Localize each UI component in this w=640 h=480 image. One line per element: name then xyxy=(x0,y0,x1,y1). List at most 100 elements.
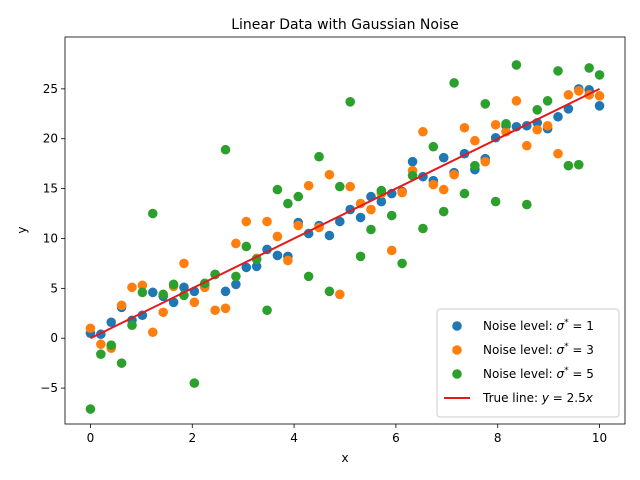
data-point xyxy=(231,271,241,282)
data-point xyxy=(355,251,366,262)
data-point xyxy=(293,191,304,202)
data-point xyxy=(116,358,127,368)
data-point xyxy=(241,262,252,273)
data-point xyxy=(563,90,574,100)
data-point xyxy=(418,223,428,234)
data-point xyxy=(324,169,335,180)
data-point xyxy=(168,297,179,308)
data-point xyxy=(303,271,314,282)
data-point xyxy=(179,258,189,269)
data-point xyxy=(542,120,553,131)
data-point xyxy=(386,245,397,256)
data-point xyxy=(490,119,501,130)
data-point xyxy=(158,307,168,318)
data-point xyxy=(96,339,106,350)
data-point xyxy=(85,404,96,414)
data-point xyxy=(522,199,532,210)
data-point xyxy=(127,282,137,293)
legend-marker xyxy=(452,321,462,331)
data-point xyxy=(241,216,252,227)
data-point xyxy=(459,122,470,133)
data-point xyxy=(376,185,387,196)
data-point xyxy=(584,63,594,73)
data-point xyxy=(345,181,355,192)
data-point xyxy=(272,250,283,261)
data-point xyxy=(324,286,335,297)
data-point xyxy=(386,210,397,221)
data-point xyxy=(407,156,418,167)
y-tick-label: 15 xyxy=(43,182,58,196)
data-point xyxy=(594,91,605,101)
data-point xyxy=(116,300,127,311)
y-axis-label: y xyxy=(15,226,29,233)
data-point xyxy=(147,208,158,219)
data-point xyxy=(511,96,522,106)
data-point xyxy=(449,169,459,180)
data-point xyxy=(376,196,387,207)
y-tick-label: 10 xyxy=(43,231,58,245)
data-point xyxy=(189,378,200,388)
data-point xyxy=(573,86,584,96)
data-point xyxy=(85,323,96,334)
legend: Noise level: σ* = 1 Noise level: σ* = 3 No… xyxy=(436,308,620,418)
data-point xyxy=(220,286,231,297)
data-point xyxy=(262,216,272,227)
data-point xyxy=(262,305,272,316)
data-point xyxy=(511,60,522,70)
data-point xyxy=(106,317,117,328)
data-point xyxy=(303,180,314,191)
data-point xyxy=(459,188,470,199)
data-point xyxy=(293,220,304,231)
y-tick-label: −5 xyxy=(40,381,58,395)
x-tick-label: 4 xyxy=(290,431,298,445)
data-point xyxy=(438,184,449,195)
data-point xyxy=(335,289,345,300)
data-point xyxy=(428,179,439,190)
data-point xyxy=(345,97,355,107)
data-point xyxy=(158,289,168,300)
data-point xyxy=(96,349,106,359)
data-point xyxy=(366,224,376,235)
chart-title: Linear Data with Gaussian Noise xyxy=(231,17,459,33)
x-tick-label: 2 xyxy=(188,431,196,445)
data-point xyxy=(137,280,148,291)
data-point xyxy=(324,230,335,241)
data-point xyxy=(272,184,283,195)
data-point xyxy=(532,124,543,135)
plot-area xyxy=(85,60,605,414)
y-tick-label: 5 xyxy=(50,281,58,295)
data-point xyxy=(573,159,584,170)
data-point xyxy=(594,101,605,111)
data-point xyxy=(355,198,366,209)
data-point xyxy=(438,152,449,163)
data-point xyxy=(137,287,148,298)
data-point xyxy=(251,261,262,272)
legend-label: Noise level: σ* = 3 xyxy=(483,342,594,357)
data-point xyxy=(314,151,324,162)
series-3 xyxy=(85,60,605,414)
data-point xyxy=(179,282,189,293)
data-point xyxy=(594,70,605,80)
data-point xyxy=(480,156,491,167)
data-point xyxy=(438,206,449,217)
data-point xyxy=(127,320,137,331)
legend-marker xyxy=(452,369,462,379)
data-point xyxy=(501,118,511,129)
data-point xyxy=(449,78,459,88)
data-point xyxy=(231,279,241,290)
data-point xyxy=(220,144,231,155)
data-point xyxy=(553,111,563,122)
data-point xyxy=(397,258,407,269)
data-point xyxy=(480,99,491,109)
data-point xyxy=(553,66,563,76)
data-point xyxy=(522,140,532,151)
x-axis-label: x xyxy=(341,451,348,465)
y-tick-label: 0 xyxy=(50,331,58,345)
data-point xyxy=(283,255,293,266)
data-point xyxy=(428,141,439,152)
data-point xyxy=(272,231,283,242)
y-tick-label: 20 xyxy=(43,132,58,146)
legend-marker xyxy=(452,345,462,355)
data-point xyxy=(335,216,345,227)
